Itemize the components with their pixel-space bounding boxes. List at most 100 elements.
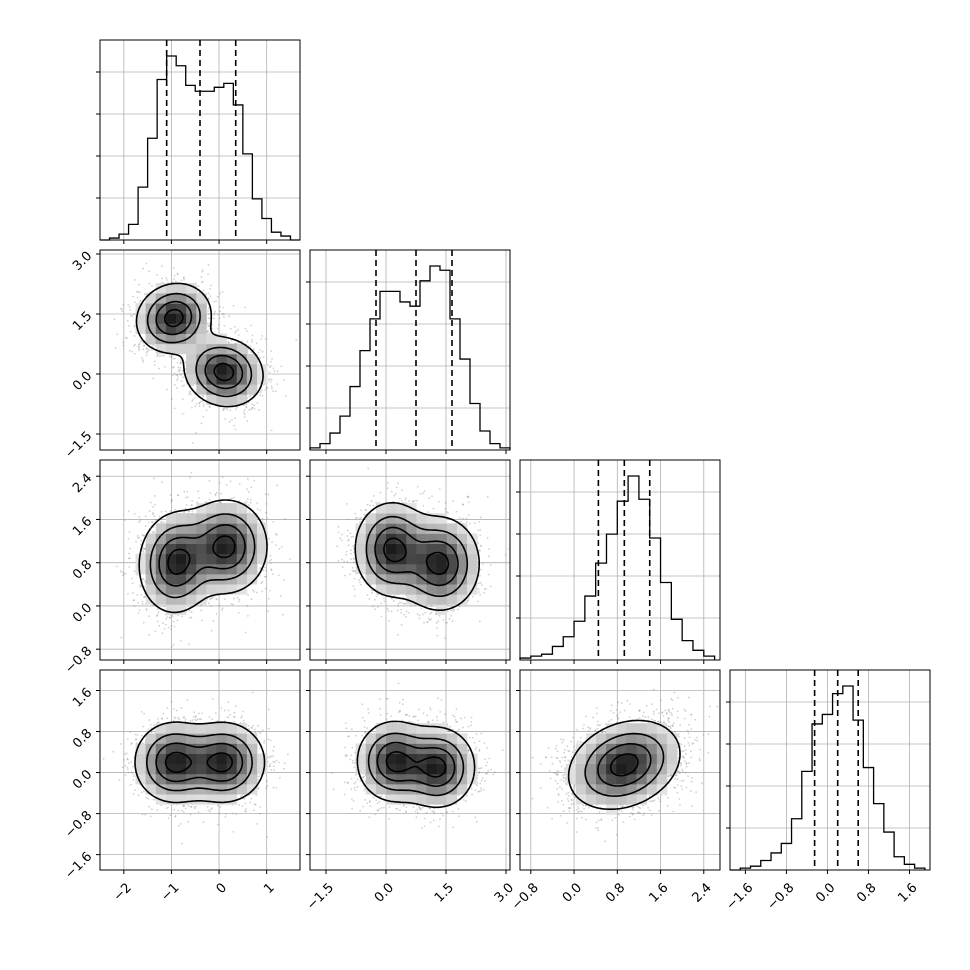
sample-point [208, 498, 211, 501]
density-cell [196, 303, 207, 314]
sample-point [251, 334, 254, 337]
sample-point [116, 333, 119, 336]
sample-point [208, 317, 210, 320]
sample-point [136, 534, 139, 537]
sample-point [143, 345, 145, 347]
sample-point [170, 281, 173, 284]
sample-point [184, 368, 187, 370]
sample-point [261, 350, 264, 353]
density-cell [165, 282, 177, 294]
sample-point [171, 615, 174, 618]
sample-point [201, 269, 204, 272]
sample-point [134, 301, 136, 304]
sample-point [257, 351, 260, 354]
sample-point [145, 262, 148, 265]
sample-point [268, 379, 270, 382]
sample-point [128, 324, 130, 327]
sample-point [145, 354, 148, 357]
sample-point [145, 347, 148, 350]
sample-point [128, 530, 131, 533]
sample-point [267, 610, 269, 613]
sample-point [274, 532, 277, 535]
axes-frame [309, 249, 511, 451]
sample-point [176, 377, 179, 380]
sample-point [176, 379, 178, 382]
sample-point [198, 402, 201, 404]
sample-point [182, 276, 185, 279]
sample-point [144, 515, 147, 518]
sample-point [190, 611, 193, 614]
sample-point [173, 407, 176, 410]
sample-point [176, 387, 178, 389]
sample-point [176, 494, 179, 497]
sample-point [158, 367, 160, 370]
sample-point [188, 390, 191, 393]
sample-point [133, 313, 135, 316]
sample-point [140, 339, 143, 342]
sample-point [208, 598, 211, 601]
sample-point [200, 619, 203, 622]
tick-label: 2.4 [70, 471, 95, 496]
sample-point [176, 619, 179, 622]
sample-point [184, 507, 187, 510]
sample-point [188, 510, 191, 512]
sample-point [185, 504, 188, 506]
sample-point [163, 365, 166, 368]
sample-point [172, 266, 175, 269]
sample-point [250, 486, 253, 489]
sample-point [173, 625, 176, 628]
sample-point [165, 276, 168, 279]
sample-point [267, 493, 270, 496]
sample-point [155, 615, 158, 617]
sample-point [283, 578, 285, 581]
density-cell [196, 333, 207, 345]
density-cell [196, 353, 207, 365]
sample-point [179, 639, 182, 642]
sample-point [280, 365, 283, 368]
sample-point [132, 295, 134, 298]
sample-point [191, 510, 194, 513]
sample-point [203, 403, 205, 406]
sample-point [171, 498, 174, 501]
sample-point [231, 497, 234, 500]
density-cell [145, 323, 157, 334]
sample-point [181, 385, 184, 388]
sample-point [181, 412, 184, 415]
sample-point [135, 540, 138, 543]
sample-point [138, 283, 140, 286]
sample-point [284, 394, 287, 397]
sample-point [222, 306, 225, 309]
sample-point [173, 278, 175, 281]
density-cell [196, 323, 207, 334]
sample-point [151, 348, 153, 351]
sample-point [264, 493, 267, 495]
sample-point [156, 614, 159, 616]
density-cell [145, 333, 157, 345]
sample-point [182, 376, 184, 379]
density-cell [196, 384, 207, 395]
sample-point [190, 393, 193, 396]
sample-point [295, 339, 298, 342]
sample-point [152, 343, 155, 346]
sample-point [221, 476, 224, 479]
sample-point [166, 388, 169, 391]
sample-point [148, 270, 150, 273]
sample-point [137, 537, 139, 539]
sample-point [234, 331, 237, 334]
sample-point [248, 504, 250, 506]
sample-point [249, 498, 252, 501]
sample-point [136, 296, 139, 299]
sample-point [198, 402, 201, 405]
sample-point [138, 609, 141, 611]
sample-point [173, 274, 176, 277]
sample-point [259, 356, 262, 359]
sample-point [176, 273, 179, 276]
sample-point [212, 620, 215, 622]
sample-point [180, 359, 182, 361]
sample-point [127, 592, 129, 595]
sample-point [200, 281, 203, 284]
density-cell [176, 282, 187, 294]
sample-point [207, 292, 210, 295]
sample-point [152, 512, 154, 514]
sample-point [173, 372, 176, 375]
